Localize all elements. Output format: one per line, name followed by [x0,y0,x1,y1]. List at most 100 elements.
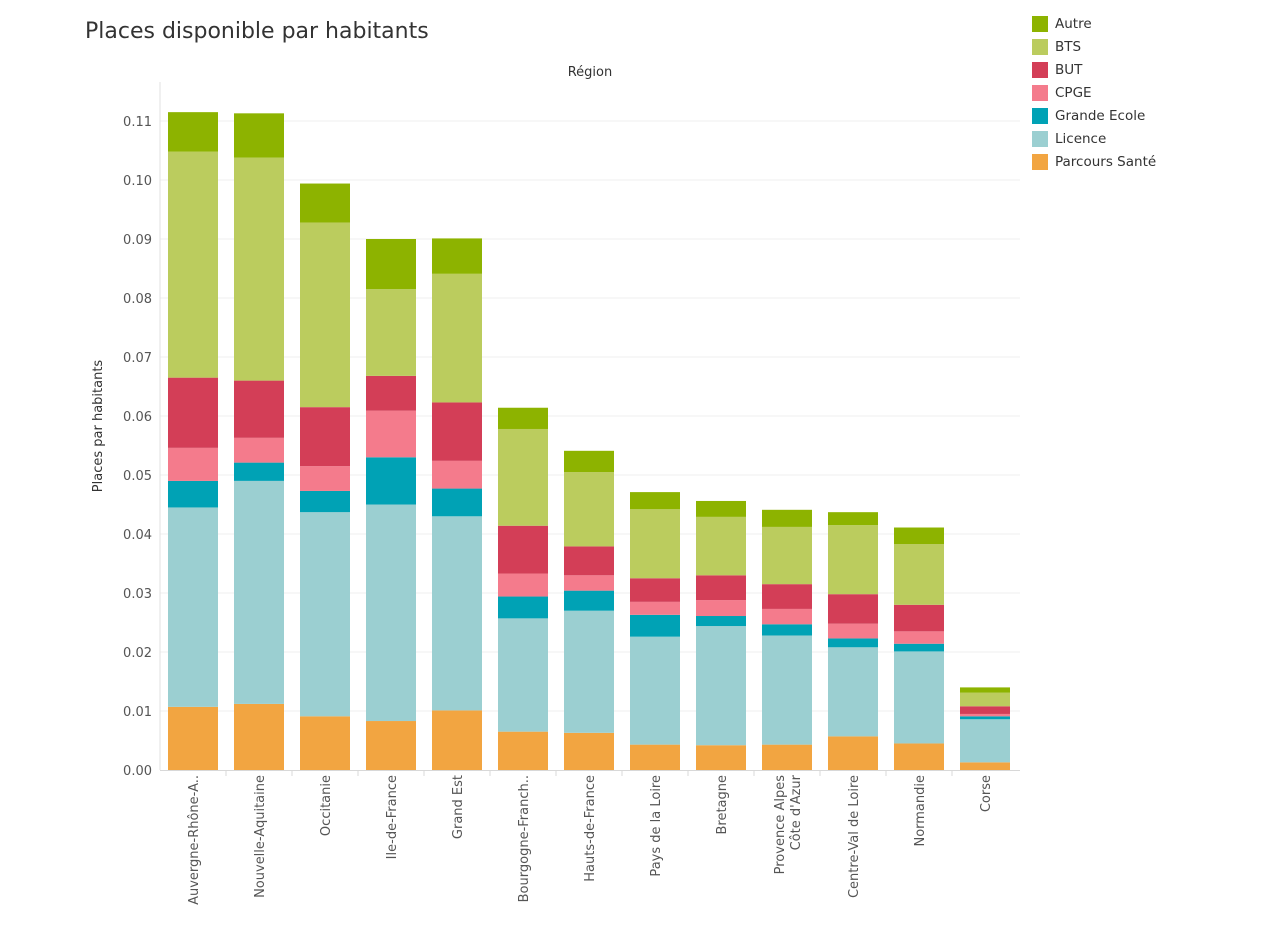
bar-segment[interactable] [234,113,284,158]
bar-segment[interactable] [960,716,1010,720]
legend-item[interactable]: BUT [1032,58,1156,81]
bar-segment[interactable] [762,635,812,745]
bar-segment[interactable] [498,618,548,732]
bar-segment[interactable] [366,289,416,376]
bar-segment[interactable] [300,183,350,223]
bar-segment[interactable] [366,375,416,411]
bar-segment[interactable] [564,472,614,547]
bar-segment[interactable] [432,460,482,489]
bar-segment[interactable] [564,575,614,591]
bar-segment[interactable] [432,516,482,711]
bar-segment[interactable] [630,492,680,510]
bar-segment[interactable] [300,466,350,491]
bar-segment[interactable] [828,525,878,595]
x-tick-label: Bretagne [715,775,730,835]
bar-segment[interactable] [960,692,1010,707]
bar-segment[interactable] [498,407,548,429]
bar-segment[interactable] [234,437,284,463]
legend-item[interactable]: Parcours Santé [1032,150,1156,173]
bar-segment[interactable] [762,608,812,625]
bar-segment[interactable] [894,643,944,652]
bar-segment[interactable] [432,710,482,770]
bar-segment[interactable] [168,480,218,508]
bar-segment[interactable] [366,457,416,505]
bar-segment[interactable] [300,512,350,717]
bar-segment[interactable] [894,544,944,605]
bar-segment[interactable] [696,500,746,517]
legend-item[interactable]: BTS [1032,35,1156,58]
bar-segment[interactable] [696,745,746,770]
bar-segment[interactable] [366,239,416,290]
bar-segment[interactable] [696,616,746,627]
legend-item[interactable]: CPGE [1032,81,1156,104]
legend-item[interactable]: Grande Ecole [1032,104,1156,127]
bar-segment[interactable] [300,407,350,467]
bar-segment[interactable] [366,721,416,770]
bar-segment[interactable] [696,600,746,617]
bar-segment[interactable] [960,762,1010,770]
bar-segment[interactable] [168,706,218,770]
bar-segment[interactable] [564,590,614,611]
bar-segment[interactable] [894,631,944,644]
bar-segment[interactable] [564,546,614,576]
bar-segment[interactable] [894,651,944,744]
bar-segment[interactable] [828,623,878,639]
bar-segment[interactable] [564,732,614,770]
bar-segment[interactable] [894,743,944,770]
bar-segment[interactable] [168,112,218,152]
bar-segment[interactable] [630,636,680,745]
bar-segment[interactable] [960,706,1010,714]
bar-segment[interactable] [234,462,284,481]
bar-segment[interactable] [828,594,878,624]
bar-segment[interactable] [696,516,746,576]
bar-segment[interactable] [564,450,614,473]
bar-segment[interactable] [828,512,878,526]
bar-segment[interactable] [960,687,1010,693]
bar-segment[interactable] [498,573,548,597]
bar-segment[interactable] [234,703,284,770]
bar-segment[interactable] [762,526,812,585]
bar-segment[interactable] [366,504,416,722]
bar-segment[interactable] [300,222,350,408]
bar-segment[interactable] [960,719,1010,763]
bar-segment[interactable] [498,731,548,770]
bar-segment[interactable] [630,601,680,615]
bar-segment[interactable] [168,377,218,448]
bar-segment[interactable] [168,151,218,378]
legend-label: BTS [1055,38,1082,55]
bar-segment[interactable] [630,744,680,770]
legend-item[interactable]: Licence [1032,127,1156,150]
bar-segment[interactable] [300,716,350,770]
bar-segment[interactable] [762,584,812,609]
bar-segment[interactable] [960,713,1010,717]
bar-segment[interactable] [498,428,548,526]
bar-segment[interactable] [498,525,548,574]
bar-segment[interactable] [696,575,746,601]
bar-segment[interactable] [366,410,416,458]
bar-segment[interactable] [894,604,944,632]
bar-segment[interactable] [828,647,878,737]
bar-segment[interactable] [762,624,812,636]
bar-segment[interactable] [630,578,680,602]
bar-segment[interactable] [432,238,482,274]
bar-segment[interactable] [894,527,944,545]
bar-segment[interactable] [828,638,878,648]
bar-segment[interactable] [234,380,284,438]
bar-segment[interactable] [762,509,812,527]
bar-segment[interactable] [564,610,614,733]
bar-segment[interactable] [168,507,218,707]
bar-segment[interactable] [432,273,482,403]
legend-item[interactable]: Autre [1032,12,1156,35]
bar-segment[interactable] [630,614,680,637]
bar-segment[interactable] [762,744,812,770]
bar-segment[interactable] [432,402,482,461]
bar-segment[interactable] [234,157,284,381]
bar-segment[interactable] [234,480,284,704]
bar-segment[interactable] [630,509,680,579]
bar-segment[interactable] [300,490,350,513]
bar-segment[interactable] [432,488,482,517]
bar-segment[interactable] [168,447,218,481]
bar-segment[interactable] [696,626,746,746]
bar-segment[interactable] [828,736,878,770]
bar-segment[interactable] [498,596,548,619]
